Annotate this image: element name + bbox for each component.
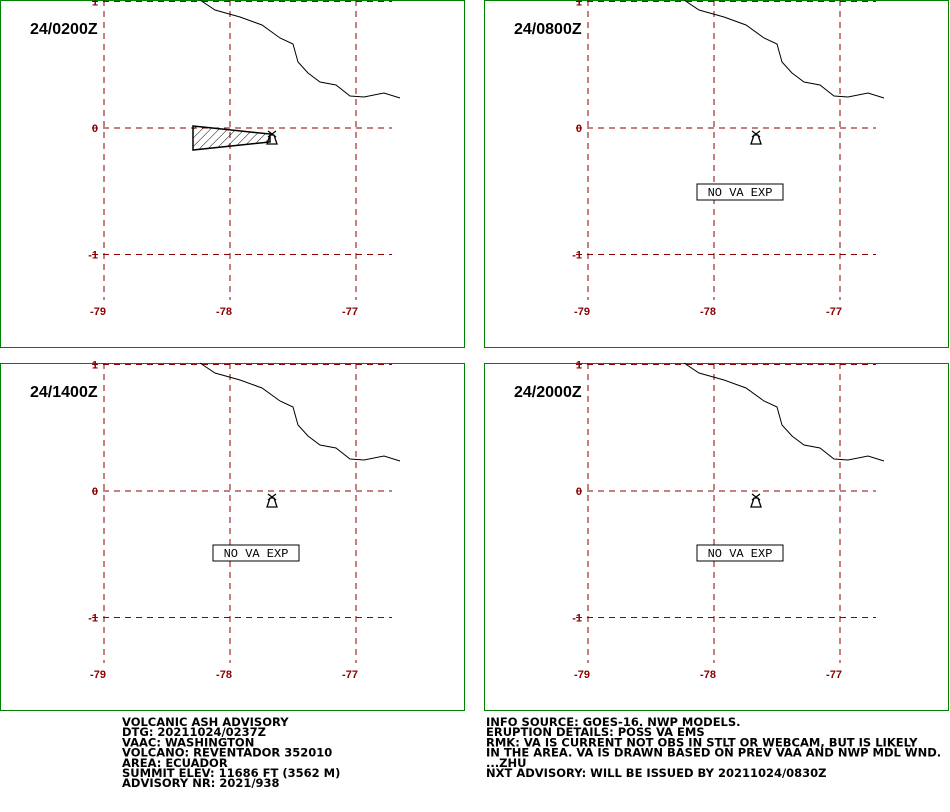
lat-label: -1 [572, 613, 582, 625]
valid-time: 24/2000Z [514, 384, 582, 401]
ash-area [192, 125, 271, 151]
panel-label: NO VA EXP [708, 547, 773, 561]
lon-label: -79 [574, 669, 590, 681]
lat-label: 0 [576, 123, 582, 135]
lon-label: -79 [90, 306, 106, 318]
panel-label: NO VA EXP [708, 186, 773, 200]
coastline [683, 0, 885, 99]
lat-label: 1 [92, 0, 98, 9]
advisory-line: VOLCANO: REVENTADOR 352010 [122, 746, 332, 760]
advisory-line: ADVISORY NR: 2021/938 [122, 776, 280, 790]
lat-label: 1 [576, 0, 582, 9]
map-panel: 1 0 -1 -79 -78 -77 24/0200Z [0, 0, 465, 348]
panel-frame [0, 363, 465, 711]
panel-frame [484, 363, 949, 711]
lon-label: -78 [216, 306, 232, 318]
label-box [696, 183, 784, 201]
lon-label: -78 [700, 306, 716, 318]
map-panel: 1 0 -1 -79 -78 -77 24/0800Z NO VA EXP [484, 0, 949, 348]
panel-label: NO VA EXP [224, 547, 289, 561]
lat-label: 1 [576, 360, 582, 372]
advisory-line: ...ZHU [486, 756, 526, 770]
advisory-line: ERUPTION DETAILS: POSS VA EMS [486, 725, 705, 739]
lon-label: -77 [826, 306, 842, 318]
volcano [266, 130, 278, 145]
volcano [750, 493, 762, 508]
lat-label: -1 [88, 613, 98, 625]
valid-time: 24/0200Z [30, 21, 98, 38]
coastline [199, 0, 401, 99]
lat-label: 0 [92, 486, 98, 498]
volcano [750, 130, 762, 145]
advisory-line: VAAC: WASHINGTON [122, 735, 254, 749]
lat-label: 0 [576, 486, 582, 498]
map-panel: 1 0 -1 -79 -78 -77 24/1400Z NO VA EXP [0, 360, 465, 711]
lon-label: -77 [342, 669, 358, 681]
lat-label: 1 [92, 360, 98, 372]
advisory-line: INFO SOURCE: GOES-16. NWP MODELS. [486, 715, 741, 729]
advisory-line: NXT ADVISORY: WILL BE ISSUED BY 20211024… [486, 766, 827, 780]
lat-label: -1 [572, 250, 582, 262]
lat-label: -1 [88, 250, 98, 262]
lon-label: -77 [342, 306, 358, 318]
lon-label: -79 [90, 669, 106, 681]
panel-frame [484, 0, 949, 348]
map-panel: 1 0 -1 -79 -78 -77 24/2000Z NO VA EXP [484, 360, 949, 711]
valid-time: 24/1400Z [30, 384, 98, 401]
advisory-line: DTG: 20211024/0237Z [122, 725, 266, 739]
lat-label: 0 [92, 123, 98, 135]
panel-frame [0, 0, 465, 348]
label-box [212, 544, 300, 562]
lon-label: -77 [826, 669, 842, 681]
coastline [199, 362, 401, 462]
advisory-line: IN THE AREA. VA IS DRAWN BASED ON PREV V… [486, 746, 941, 760]
advisory-line: VOLCANIC ASH ADVISORY [122, 715, 289, 729]
label-box [696, 544, 784, 562]
advisory-line: SUMMIT ELEV: 11686 FT (3562 M) [122, 766, 340, 780]
volcano [266, 493, 278, 508]
coastline [683, 362, 885, 462]
lon-label: -79 [574, 306, 590, 318]
advisory-line: RMK: VA IS CURRENT NOT OBS IN STLT OR WE… [486, 735, 918, 749]
advisory-line: AREA: ECUADOR [122, 756, 228, 770]
valid-time: 24/0800Z [514, 21, 582, 38]
lon-label: -78 [700, 669, 716, 681]
lon-label: -78 [216, 669, 232, 681]
